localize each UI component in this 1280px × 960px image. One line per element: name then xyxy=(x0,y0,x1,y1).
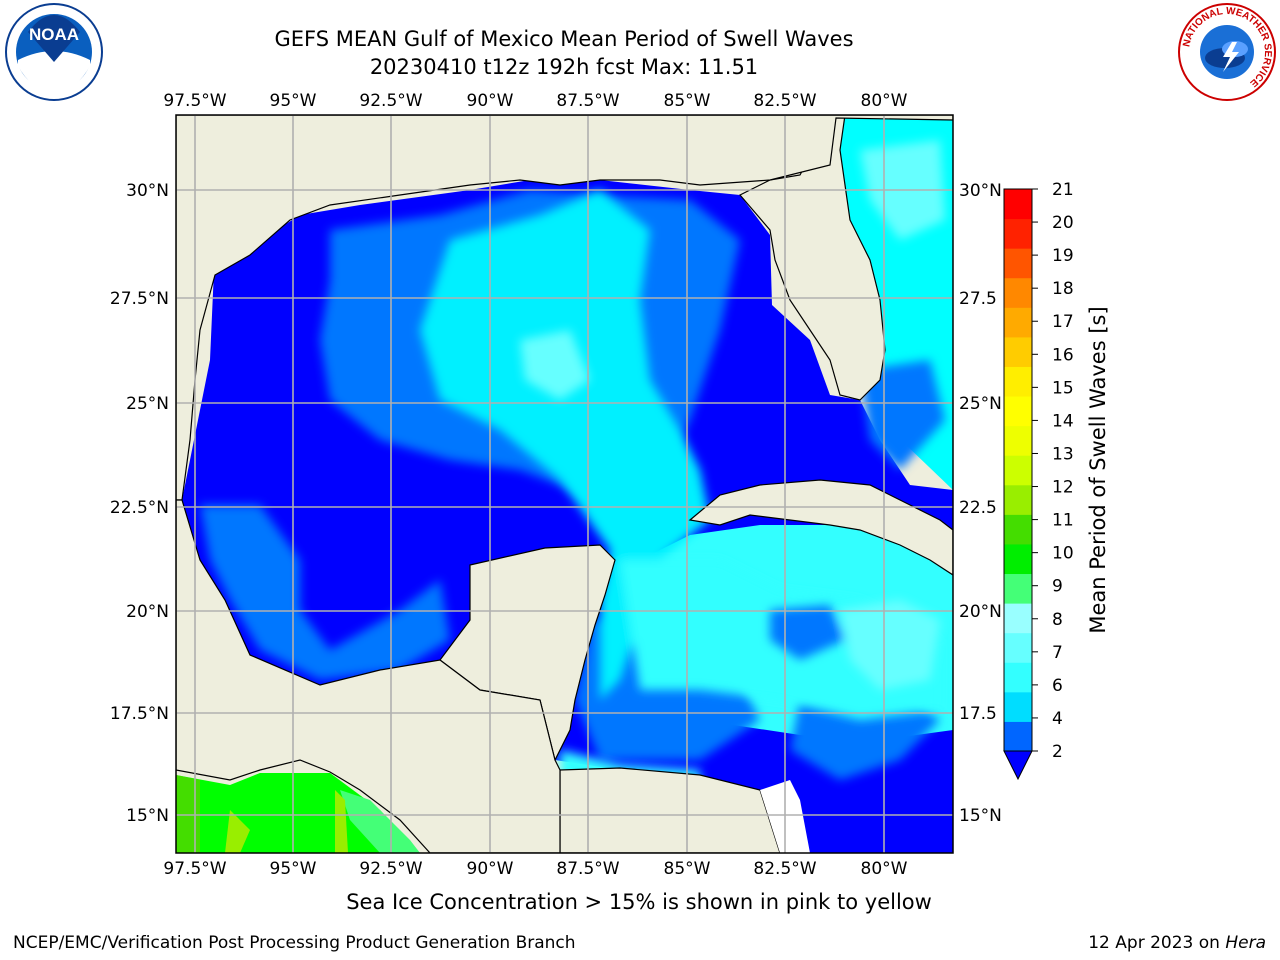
colorbar-tick-label: 8 xyxy=(1052,610,1063,630)
colorbar-tick-label: 13 xyxy=(1052,444,1074,464)
lon-label: 97.5°W xyxy=(163,859,226,879)
lat-label: 25°N xyxy=(126,394,169,414)
plot-title: GEFS MEAN Gulf of Mexico Mean Period of … xyxy=(274,27,854,51)
colorbar-segment xyxy=(1004,396,1032,427)
colorbar-tick-label: 21 xyxy=(1052,180,1074,200)
lat-label: 25°N xyxy=(959,394,1002,414)
ice-note: Sea Ice Concentration > 15% is shown in … xyxy=(346,890,932,914)
colorbar-segment xyxy=(1004,277,1032,308)
lat-label: 27.5 xyxy=(959,289,997,309)
colorbar-segment xyxy=(1004,307,1032,338)
lat-labels-right: 30°N 27.5 25°N 22.5 20°N 17.5 15°N xyxy=(959,181,1002,826)
colorbar-segment xyxy=(1004,366,1032,397)
colorbar-segment xyxy=(1004,189,1032,220)
noaa-logo: NOAA xyxy=(5,3,103,101)
graticule xyxy=(176,115,953,853)
lat-label: 20°N xyxy=(126,602,169,622)
colorbar-segment xyxy=(1004,248,1032,279)
colorbar-label: Mean Period of Swell Waves [s] xyxy=(1086,306,1110,633)
lon-label: 82.5°W xyxy=(753,91,816,111)
lat-labels-left: 30°N 27.5°N 25°N 22.5°N 20°N 17.5°N 15°N xyxy=(110,181,169,826)
lon-label: 92.5°W xyxy=(359,91,422,111)
lat-label: 17.5 xyxy=(959,704,997,724)
lat-label: 15°N xyxy=(959,806,1002,826)
lon-label: 90°W xyxy=(467,859,514,879)
colorbar-tick-label: 19 xyxy=(1052,246,1074,266)
lat-label: 22.5°N xyxy=(110,498,169,518)
colorbar-tick-label: 2 xyxy=(1052,742,1063,762)
footer-credit: NCEP/EMC/Verification Post Processing Pr… xyxy=(13,933,576,953)
land-masses xyxy=(176,115,953,853)
lon-label: 80°W xyxy=(861,91,908,111)
lat-label: 27.5°N xyxy=(110,289,169,309)
colorbar-tick-label: 11 xyxy=(1052,511,1074,531)
pacific-swell-field xyxy=(176,773,420,853)
colorbar-tick-label: 7 xyxy=(1052,643,1063,663)
lon-label: 85°W xyxy=(664,859,711,879)
lon-label: 80°W xyxy=(861,859,908,879)
colorbar-segment xyxy=(1004,632,1032,663)
footer-date: 12 Apr 2023 on Hera xyxy=(1088,933,1266,953)
plot-subtitle: 20230410 t12z 192h fcst Max: 11.51 xyxy=(369,55,759,79)
lat-label: 30°N xyxy=(959,181,1002,201)
colorbar-tick-label: 17 xyxy=(1052,312,1074,332)
colorbar-frame xyxy=(1003,188,1033,752)
svg-text:NOAA: NOAA xyxy=(29,25,79,44)
colorbar-segment xyxy=(1004,721,1032,752)
colorbar-tick-label: 18 xyxy=(1052,279,1074,299)
colorbar-segment xyxy=(1004,662,1032,693)
lon-label: 92.5°W xyxy=(359,859,422,879)
colorbar-segment xyxy=(1004,543,1032,575)
nws-logo: NATIONAL WEATHER SERVICE xyxy=(1178,3,1276,101)
lat-label: 30°N xyxy=(126,181,169,201)
lon-label: 82.5°W xyxy=(753,859,816,879)
colorbar-segment xyxy=(1004,603,1032,634)
colorbar-segment xyxy=(1004,218,1032,249)
footer-host: Hera xyxy=(1225,933,1266,953)
lon-label: 95°W xyxy=(270,91,317,111)
colorbar-tick-label: 6 xyxy=(1052,676,1063,696)
colorbar-tick-label: 10 xyxy=(1052,544,1074,564)
lon-labels-bottom: 97.5°W 95°W 92.5°W 90°W 87.5°W 85°W 82.5… xyxy=(163,859,907,879)
colorbar-segment xyxy=(1004,425,1032,456)
colorbar-tick-label: 4 xyxy=(1052,709,1063,729)
map-frame xyxy=(175,114,954,854)
colorbar-tick-label: 16 xyxy=(1052,345,1074,365)
colorbar-tick-label: 15 xyxy=(1052,378,1074,398)
colorbar: 2 4 6 7 8 9 10 11 12 13 14 15 16 17 18 19 20 21 xyxy=(1003,180,1074,781)
lon-label: 85°W xyxy=(664,91,711,111)
lon-label: 87.5°W xyxy=(556,91,619,111)
colorbar-segment xyxy=(1004,514,1032,545)
colorbar-tick-label: 12 xyxy=(1052,478,1074,498)
lat-label: 15°N xyxy=(126,806,169,826)
colorbar-segment xyxy=(1004,691,1032,722)
footer-date-text: 12 Apr 2023 on xyxy=(1088,933,1226,953)
lat-label: 17.5°N xyxy=(110,704,169,724)
colorbar-tick-label: 14 xyxy=(1052,411,1074,431)
lon-label: 95°W xyxy=(270,859,317,879)
colorbar-segment xyxy=(1004,573,1032,604)
lon-label: 90°W xyxy=(467,91,514,111)
colorbar-segment xyxy=(1004,455,1032,486)
colorbar-segment xyxy=(1004,336,1032,367)
lon-label: 97.5°W xyxy=(163,91,226,111)
lat-label: 22.5 xyxy=(959,498,997,518)
colorbar-tick-label: 20 xyxy=(1052,213,1074,233)
map-area xyxy=(176,115,953,853)
colorbar-tick-label: 9 xyxy=(1052,577,1063,597)
lat-label: 20°N xyxy=(959,602,1002,622)
colorbar-segment xyxy=(1004,484,1032,515)
lon-labels-top: 97.5°W 95°W 92.5°W 90°W 87.5°W 85°W 82.5… xyxy=(163,91,907,111)
colorbar-extend-under xyxy=(1003,750,1033,781)
lon-label: 87.5°W xyxy=(556,859,619,879)
